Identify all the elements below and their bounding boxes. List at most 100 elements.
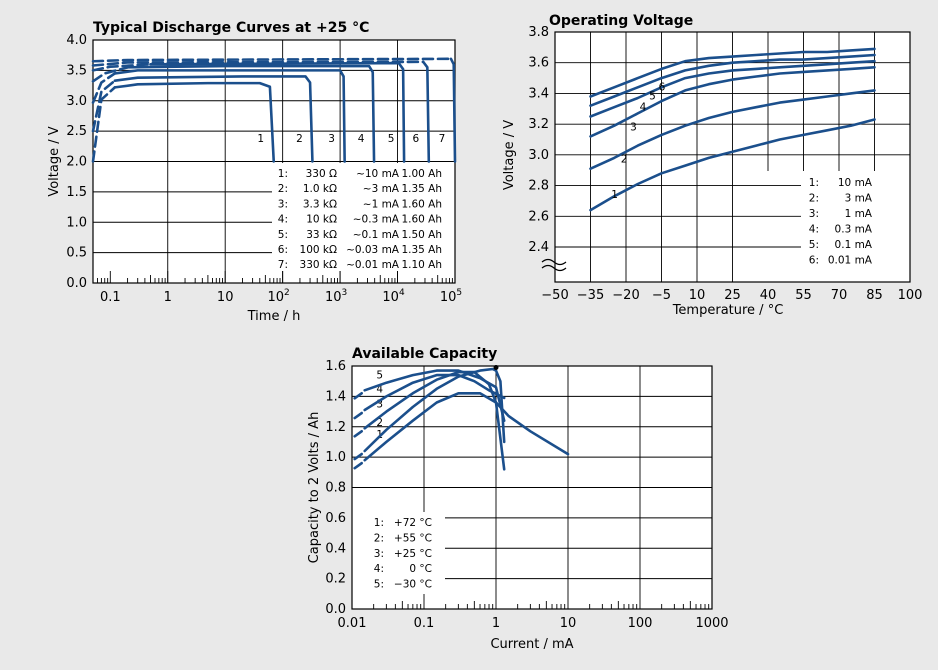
discharge-legend-current: ~0.01 mA [346, 259, 400, 271]
discharge-series-6-early [91, 60, 425, 67]
discharge-legend-current: ~0.3 mA [353, 214, 400, 226]
operating-legend: 1: 10 mA 2: 3 mA 3: 1 mA 4: 0.3 mA 5: 0.1 mA 6: 0.0… [801, 172, 908, 280]
discharge-curve-label: 7 [439, 133, 446, 145]
capacity-curve-label: 5 [376, 370, 383, 382]
operating-x-tick: 40 [760, 288, 777, 303]
operating-y-tick: 3.2 [528, 117, 549, 132]
operating-x-tick: 100 [898, 288, 923, 303]
discharge-legend-num: 3: [278, 198, 288, 210]
capacity-series-2-stub [353, 452, 363, 461]
discharge-legend-capacity: 1.35 Ah [401, 244, 442, 256]
capacity-y-tick: 1.0 [325, 450, 346, 465]
operating-series-5 [589, 53, 876, 107]
operating-curve-label: 1 [611, 189, 618, 201]
capacity-x-tick: 1000 [695, 616, 728, 631]
capacity-chart: 0.0 0.2 0.4 0.6 0.8 1.0 1.2 1.4 1.6 0.01 0.1 1 10 100… [307, 346, 729, 652]
operating-y-tick: 2.6 [528, 209, 549, 224]
discharge-legend-capacity: 1.60 Ah [401, 214, 442, 226]
discharge-legend-load: 1.0 kΩ [303, 183, 337, 195]
discharge-x-tick: 1 [164, 290, 172, 305]
discharge-legend-capacity: 1.00 Ah [401, 168, 442, 180]
discharge-legend-num: 5: [278, 229, 288, 241]
capacity-y-tick: 1.2 [325, 420, 346, 435]
discharge-legend-load: 3.3 kΩ [303, 198, 337, 210]
discharge-x-label: Time / h [247, 309, 301, 324]
capacity-legend-value: 0 °C [409, 563, 432, 575]
discharge-legend-load: 100 kΩ [300, 244, 337, 256]
operating-legend-value: 1 mA [845, 208, 873, 220]
capacity-title: Available Capacity [352, 346, 497, 362]
operating-x-tick: 25 [724, 288, 741, 303]
capacity-legend-box [355, 512, 445, 594]
operating-x-tick: 70 [831, 288, 848, 303]
discharge-legend-current: ~0.03 mA [346, 244, 400, 256]
operating-legend-box [801, 172, 908, 280]
discharge-y-tick: 3.0 [66, 94, 87, 109]
capacity-legend: 1: +72 °C 2: +55 °C 3: +25 °C 4: 0 °C 5: −30 °C [355, 512, 445, 594]
discharge-series-3 [113, 69, 346, 163]
operating-curve-label: 2 [621, 154, 628, 166]
discharge-curve-label: 3 [328, 133, 335, 145]
discharge-x-tick: 102 [268, 288, 290, 305]
discharge-series-5-early [91, 63, 152, 72]
operating-series-6 [589, 47, 876, 98]
discharge-x-tick: 104 [382, 288, 405, 305]
capacity-legend-num: 1: [374, 517, 384, 529]
discharge-curve-label: 6 [412, 133, 419, 145]
operating-legend-num: 5: [809, 239, 819, 251]
operating-y-tick: 3.8 [528, 25, 549, 40]
capacity-legend-value: +72 °C [394, 517, 432, 529]
discharge-legend-num: 1: [278, 168, 288, 180]
discharge-legend-num: 2: [278, 183, 288, 195]
discharge-x-tick: 10 [217, 290, 234, 305]
discharge-legend-capacity: 1.10 Ah [401, 259, 442, 271]
capacity-legend-num: 5: [374, 579, 384, 591]
discharge-series-7 [449, 57, 457, 163]
capacity-curve-label: 2 [376, 417, 383, 429]
discharge-legend-load: 330 Ω [306, 168, 337, 180]
discharge-title: Typical Discharge Curves at +25 °C [93, 20, 369, 36]
capacity-series-4 [363, 373, 506, 412]
capacity-series-3 [363, 370, 506, 471]
discharge-legend-load: 33 kΩ [306, 229, 337, 241]
operating-legend-num: 3: [809, 208, 819, 220]
discharge-series-4-early [91, 66, 129, 83]
discharge-y-tick: 0.5 [66, 246, 87, 261]
capacity-y-tick: 1.4 [325, 389, 346, 404]
capacity-series-3-stub [353, 429, 363, 438]
operating-legend-value: 0.01 mA [828, 255, 873, 267]
operating-chart: 2.42.62.83.03.23.43.63.8−50 −35 −20 −5 10 25 4… [502, 13, 922, 318]
operating-legend-value: 0.1 mA [835, 239, 873, 251]
operating-curve-label: 4 [640, 101, 647, 113]
capacity-x-label: Current / mA [490, 637, 573, 652]
capacity-series-4-stub [353, 411, 363, 420]
operating-legend-value: 3 mA [845, 193, 873, 205]
capacity-y-tick: 0.6 [325, 511, 346, 526]
capacity-x-tick: 0.01 [338, 616, 367, 631]
discharge-y-tick: 0.0 [66, 276, 87, 291]
capacity-series-1-stub [353, 461, 363, 470]
capacity-legend-num: 3: [374, 548, 384, 560]
discharge-legend-num: 4: [278, 214, 288, 226]
discharge-legend-load: 330 kΩ [300, 259, 337, 271]
operating-x-tick: −5 [652, 288, 671, 303]
discharge-legend-box [272, 163, 453, 271]
capacity-y-label: Capacity to 2 Volts / Ah [307, 412, 322, 564]
operating-legend-num: 2: [809, 193, 819, 205]
operating-y-tick: 2.4 [528, 240, 549, 255]
discharge-legend-current: ~10 mA [356, 168, 400, 180]
discharge-series-3-early [91, 72, 117, 104]
discharge-x-tick: 0.1 [100, 290, 121, 305]
capacity-y-tick: 0.0 [325, 602, 346, 617]
discharge-series-2-early [91, 79, 117, 133]
operating-x-tick: 85 [866, 288, 883, 303]
capacity-legend-num: 4: [374, 563, 384, 575]
operating-x-label: Temperature / °C [672, 303, 784, 318]
operating-curve-label: 6 [659, 81, 666, 93]
discharge-series-6 [421, 60, 431, 163]
discharge-y-tick: 1.5 [66, 185, 87, 200]
discharge-series-1 [113, 81, 276, 163]
capacity-curve-label: 3 [376, 399, 383, 411]
operating-x-tick: 10 [689, 288, 706, 303]
operating-legend-value: 10 mA [838, 177, 873, 189]
